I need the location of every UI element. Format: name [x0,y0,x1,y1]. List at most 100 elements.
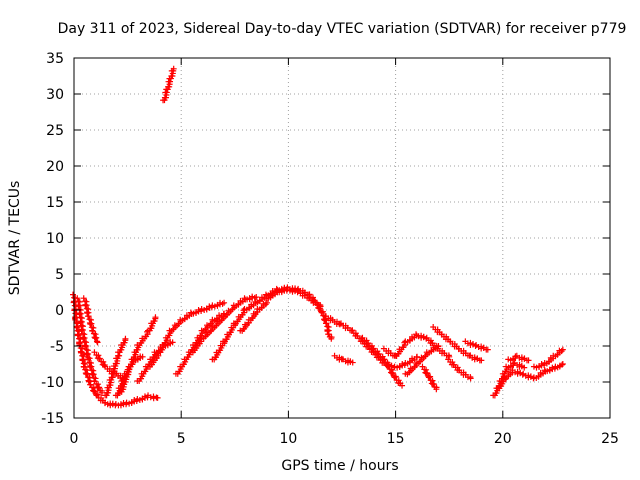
data-point [318,309,325,316]
data-point [80,295,87,302]
data-point [324,328,331,335]
series-track-ab [505,352,532,364]
data-point [74,332,81,339]
series-track-q [331,352,356,366]
data-point [478,357,485,364]
data-point [336,321,343,328]
data-point [240,307,247,314]
data-point [87,364,94,371]
data-point [317,303,324,310]
series-track-u [402,343,442,378]
data-point [322,320,329,327]
y-tick-label: 35 [46,51,64,67]
data-point [84,310,91,317]
chart-title: Day 311 of 2023, Sidereal Day-to-day VTE… [58,21,627,37]
data-point [525,357,532,364]
x-tick-label: 25 [601,431,619,447]
data-point [484,346,491,353]
data-point [414,353,421,360]
data-point [399,382,406,389]
data-point [90,324,97,331]
data-point [70,291,76,298]
data-point [392,373,399,380]
series-track-y [462,338,491,353]
series-track-b [74,295,106,396]
data-point [76,311,83,318]
series-track-p [322,313,343,328]
data-point [559,361,566,367]
series-track-i [145,299,228,370]
data-point [467,375,474,382]
data-point [253,294,260,301]
series-track-l [187,293,260,356]
data-point [75,303,82,310]
data-point [147,394,154,401]
x-tick-label: 0 [70,431,79,447]
data-point [427,373,434,380]
data-point [77,319,84,326]
series-track-n [237,299,270,334]
data-point [72,316,79,323]
data-point [197,336,204,343]
data-point [328,335,335,342]
data-markers [70,65,566,409]
y-tick-label: 25 [46,123,64,139]
series-track-s [359,334,406,389]
data-point [321,317,328,324]
series-track-ac [530,346,566,371]
data-point [559,361,566,368]
y-tick-label: 15 [46,195,64,211]
data-point [221,299,228,306]
data-point [144,328,151,335]
x-tick-label: 15 [387,431,405,447]
data-point [98,389,105,396]
data-point [349,359,356,366]
x-tick-label: 5 [177,431,186,447]
x-tick-label: 10 [279,431,297,447]
x-axis-label: GPS time / hours [281,458,398,474]
data-point [94,391,101,398]
data-point [263,299,270,306]
y-tick-label: -10 [41,375,64,391]
series-track-x [445,356,474,382]
series-track-d [91,349,127,382]
data-point [433,386,440,393]
y-tick-label: 10 [46,231,64,247]
series-track-t [380,331,453,360]
data-point [154,394,161,401]
data-point [87,321,94,328]
data-point [89,371,96,378]
series-track-aa [494,361,566,392]
data-point [89,327,96,334]
data-point [78,327,85,334]
y-tick-label: 0 [55,303,64,319]
y-tick-label: 30 [46,87,64,103]
data-point [80,335,87,342]
y-axis-label: SDTVAR / TECUs [7,181,23,296]
data-point [77,349,84,356]
data-point [85,356,92,363]
data-point [83,351,90,358]
series-track-g [117,314,159,395]
data-point [435,343,442,349]
data-point [559,346,566,353]
data-point [94,339,101,346]
data-point [85,313,92,320]
data-point [139,353,146,360]
x-tick-label: 20 [494,431,512,447]
data-point [93,338,100,345]
data-point [79,357,86,364]
data-point [154,350,161,357]
data-point [74,295,81,302]
data-point [521,364,528,371]
series-track-c [80,295,101,346]
data-point [170,65,177,72]
series-track-w [430,324,485,364]
y-tick-label: 20 [46,159,64,175]
data-point [92,335,99,342]
series-track-j [160,65,177,104]
y-tick-label: 5 [55,267,64,283]
y-tick-label: -5 [50,339,64,355]
grid-lines [74,58,610,418]
